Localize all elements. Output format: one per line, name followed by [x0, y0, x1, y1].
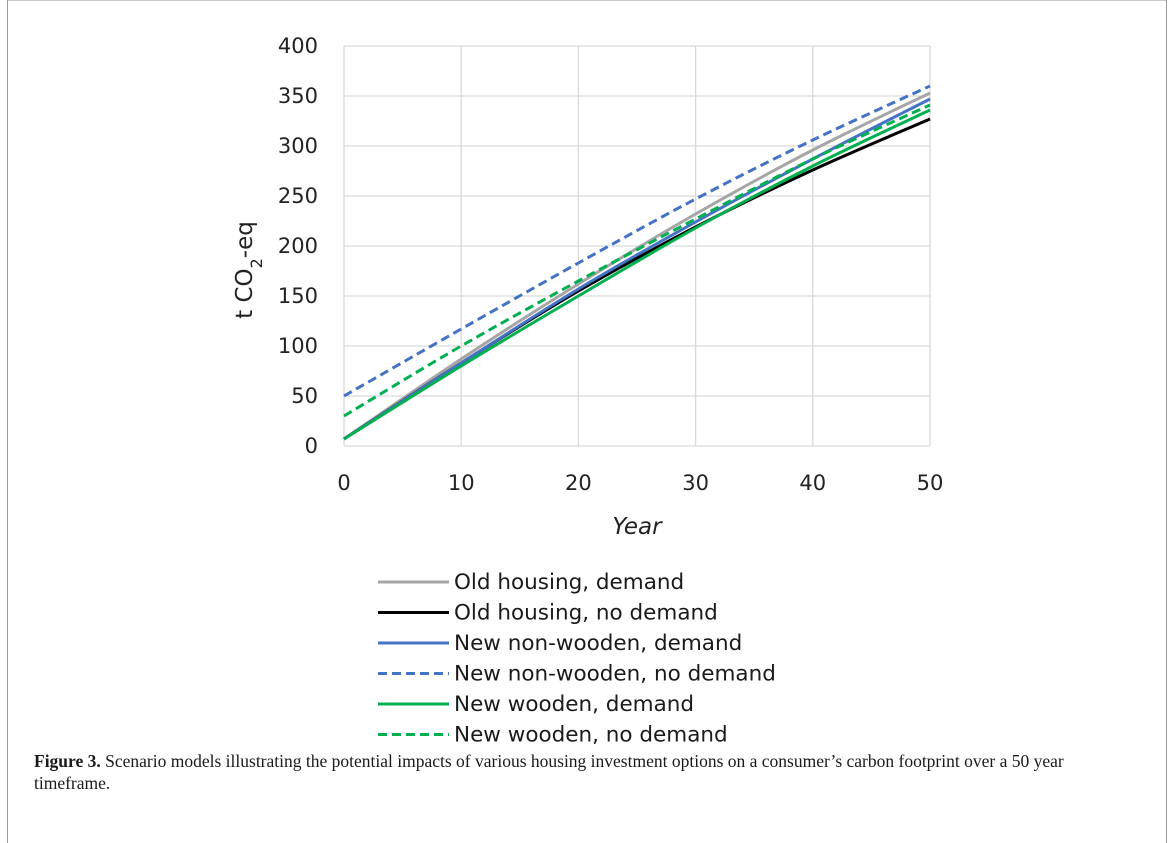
legend-label: New non-wooden, no demand [454, 662, 776, 687]
y-tick-label: 300 [278, 134, 318, 158]
y-tick-label: 350 [278, 84, 318, 108]
series-line [343, 84, 931, 398]
chart-grid [343, 45, 931, 447]
figure-caption-label: Figure 3. [34, 751, 101, 771]
y-tick-label: 0 [305, 434, 318, 458]
x-tick-label: 20 [565, 471, 592, 495]
figure-caption-text: Scenario models illustrating the potenti… [34, 751, 1064, 793]
y-axis-label: t CO2-eq [232, 221, 266, 319]
y-tick-label: 250 [278, 184, 318, 208]
legend-label: Old housing, demand [454, 570, 684, 595]
series-line [343, 108, 931, 441]
y-axis-ticks: 0 50 100 150 200 250 300 350 400 [278, 34, 318, 458]
figure-frame-left [7, 0, 8, 843]
x-tick-label: 0 [337, 471, 350, 495]
y-tick-label: 200 [278, 234, 318, 258]
legend-label: Old housing, no demand [454, 601, 718, 626]
y-tick-label: 100 [278, 334, 318, 358]
legend-label: New non-wooden, demand [454, 631, 742, 656]
y-tick-label: 400 [278, 34, 318, 58]
legend-label: New wooden, no demand [454, 723, 728, 746]
y-tick-label: 150 [278, 284, 318, 308]
x-tick-label: 50 [917, 471, 944, 495]
chart-legend: Old housing, demand Old housing, no deman… [378, 570, 776, 745]
x-tick-label: 30 [682, 471, 709, 495]
figure-frame-top [7, 0, 1167, 1]
x-axis-ticks: 0 10 20 30 40 50 [337, 471, 943, 495]
figure-frame-right [1166, 0, 1167, 843]
x-axis-label: Year [612, 514, 663, 540]
x-tick-label: 40 [799, 471, 826, 495]
figure-caption: Figure 3. Scenario models illustrating t… [34, 750, 1144, 794]
chart-series [343, 84, 931, 441]
legend-label: New wooden, demand [454, 692, 694, 717]
y-tick-label: 50 [291, 384, 318, 408]
line-chart: 0 50 100 150 200 250 300 350 400 0 10 20 30 40 50 t C… [232, 34, 943, 745]
series-line [343, 117, 931, 441]
x-tick-label: 10 [448, 471, 475, 495]
series-line [343, 103, 931, 418]
